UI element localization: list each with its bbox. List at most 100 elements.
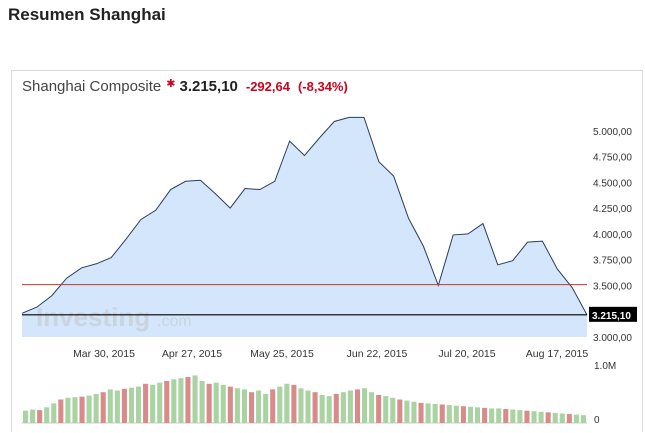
volume-bar [192,375,198,423]
volume-bar [347,390,353,423]
volume-bar [397,399,403,423]
volume-bar [79,396,85,423]
watermark-suffix: .com [157,313,192,330]
volume-bar [270,389,276,423]
volume-bar [227,386,233,423]
y-tick-label: 5.000,00 [593,127,632,138]
x-tick-label: Jul 20, 2015 [438,348,495,360]
volume-bar [482,407,488,423]
y-tick-label: 3.000,00 [593,333,632,344]
volume-bar [291,384,297,423]
volume-bar [213,382,219,423]
volume-bar [573,414,579,423]
watermark-brand: Investing [36,302,150,332]
volume-bar [566,414,572,423]
volume-bar [234,388,240,423]
volume-bar [164,381,170,423]
volume-bar [256,390,262,423]
volume-bar [383,396,389,423]
volume-bar [185,377,191,423]
volume-bar [44,407,50,423]
chart-widget: Shanghai Composite ✱ 3.215,10 -292,64 (-… [11,70,643,432]
x-tick-label: May 25, 2015 [250,348,314,360]
volume-bar [362,388,368,423]
volume-bar [72,397,78,423]
volume-bar [510,409,516,423]
volume-bar [121,388,127,423]
instrument-name[interactable]: Shanghai Composite [22,78,162,95]
price-chart[interactable]: Investing .com 5.000,00 4.750,00 4.500,00 4.2… [12,71,644,433]
volume-bar [263,393,269,423]
price-line [21,116,588,316]
last-value-label: 3.215,10 [592,311,631,322]
volume-bar [559,413,565,423]
volume-bar [390,397,396,423]
volume-bar [446,405,452,423]
volume-bar [475,407,481,423]
volume-bar [199,381,205,423]
volume-bar [114,390,120,423]
volume-bar [333,393,339,423]
volume-bar [65,397,71,423]
volume-max-label: 1.0M [594,361,616,372]
volume-bar [425,403,431,423]
volume-bar [538,411,544,423]
volume-bar [178,378,184,423]
volume-bar [418,402,424,423]
y-tick-label: 4.750,00 [593,153,632,164]
volume-bar [86,395,92,423]
volume-bar [128,387,134,423]
x-tick-label: Aug 17, 2015 [526,348,589,360]
volume-bar [467,406,473,423]
y-tick-label: 4.250,00 [593,204,632,215]
volume-bar [489,408,495,423]
change-absolute: -292,64 [245,79,290,94]
volume-bar [30,409,36,423]
volume-bar [284,383,290,423]
volume-bar [37,410,43,423]
volume-bar [107,389,113,423]
quote-header: Shanghai Composite ✱ 3.215,10 -292,64 (-… [22,78,348,98]
volume-bar [277,386,283,423]
last-price: 3.215,10 [179,78,238,95]
volume-bar [93,393,99,423]
volume-bar [171,379,177,423]
volume-bar [460,406,466,423]
last-value-box [589,306,637,322]
volume-bar [517,410,523,423]
page-title: Resumen Shanghai [8,5,166,24]
y-tick-label: 4.000,00 [593,230,632,241]
volume-bar [305,390,311,423]
volume-bar [369,392,375,423]
volume-bar [143,383,149,423]
volume-bar [376,395,382,423]
volume-bar [51,403,57,423]
volume-zero-label: 0 [594,415,600,426]
volume-bar [206,383,212,423]
volume-bar [503,409,509,423]
volume-bar [453,405,459,423]
volume-bar [157,382,163,423]
y-tick-label: 4.500,00 [593,178,632,189]
volume-bar [298,388,304,423]
volume-bar [545,412,551,423]
x-tick-label: Jun 22, 2015 [347,348,408,360]
price-area [22,117,587,337]
volume-bar [439,404,445,423]
x-tick-label: Apr 27, 2015 [162,348,222,360]
change-percent: (-8,34%) [297,79,348,94]
y-tick-label: 3.500,00 [593,281,632,292]
volume-bar [580,415,586,423]
volume-bar [552,412,558,423]
down-arrow-icon: ✱ [166,78,176,90]
volume-bar [241,389,247,423]
volume-bar [496,408,502,423]
volume-bar [326,396,332,423]
volume-bar [354,389,360,423]
volume-bar [432,403,438,423]
volume-bar [531,411,537,423]
volume-bar [23,410,29,423]
volume-bar [100,392,106,423]
volume-bar [524,410,530,423]
volume-bar [404,400,410,423]
